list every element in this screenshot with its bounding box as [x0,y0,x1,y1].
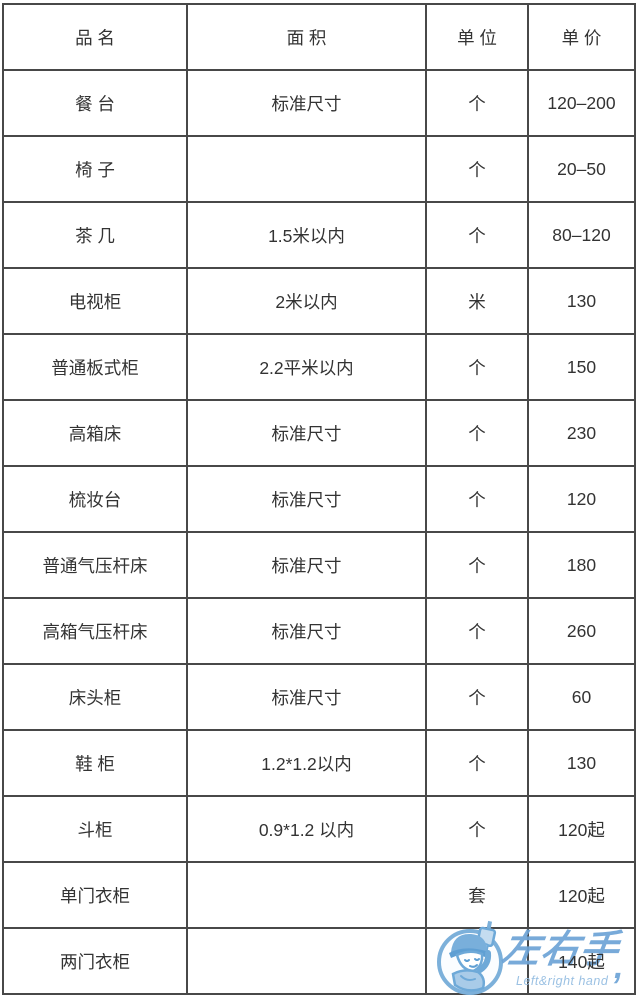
area-cell: 标准尺寸 [186,465,427,533]
price-cell: 120起 [527,795,636,863]
table-row: 两门衣柜 套 140起 [2,927,636,995]
unit-cell: 个 [425,465,529,533]
unit-cell: 米 [425,267,529,335]
price-cell: 120 [527,465,636,533]
price-cell: 130 [527,267,636,335]
table-row: 餐 台 标准尺寸 个 120–200 [2,69,636,137]
table-row: 鞋 柜 1.2*1.2以内 个 130 [2,729,636,797]
unit-cell: 个 [425,597,529,665]
header-unit-price: 单 价 [527,3,636,71]
unit-cell: 个 [425,399,529,467]
table-row: 普通板式柜 2.2平米以内 个 150 [2,333,636,401]
price-cell: 150 [527,333,636,401]
product-cell: 茶 几 [2,201,188,269]
price-cell: 230 [527,399,636,467]
table-row: 高箱气压杆床 标准尺寸 个 260 [2,597,636,665]
table-row: 普通气压杆床 标准尺寸 个 180 [2,531,636,599]
unit-cell: 个 [425,135,529,203]
unit-cell: 个 [425,795,529,863]
product-cell: 床头柜 [2,663,188,731]
product-cell: 单门衣柜 [2,861,188,929]
price-cell: 180 [527,531,636,599]
unit-cell: 套 [425,861,529,929]
table-row: 单门衣柜 套 120起 [2,861,636,929]
area-cell: 1.2*1.2以内 [186,729,427,797]
price-cell: 60 [527,663,636,731]
product-cell: 电视柜 [2,267,188,335]
furniture-price-table: 品 名 面 积 单 位 单 价 餐 台 标准尺寸 个 120–200 椅 子 个… [2,3,636,995]
table-row: 椅 子 个 20–50 [2,135,636,203]
price-cell: 80–120 [527,201,636,269]
product-cell: 梳妆台 [2,465,188,533]
table-row: 床头柜 标准尺寸 个 60 [2,663,636,731]
unit-cell: 个 [425,663,529,731]
product-cell: 普通气压杆床 [2,531,188,599]
area-cell [186,927,427,995]
price-cell: 260 [527,597,636,665]
price-cell: 120起 [527,861,636,929]
product-cell: 餐 台 [2,69,188,137]
header-unit: 单 位 [425,3,529,71]
unit-cell: 个 [425,531,529,599]
unit-cell: 个 [425,729,529,797]
area-cell: 标准尺寸 [186,399,427,467]
header-row: 品 名 面 积 单 位 单 价 [2,3,636,71]
product-cell: 椅 子 [2,135,188,203]
area-cell [186,135,427,203]
product-cell: 斗柜 [2,795,188,863]
price-value: 140起 [558,951,605,972]
table-row: 茶 几 1.5米以内 个 80–120 [2,201,636,269]
price-cell: 120–200 [527,69,636,137]
table-row: 斗柜 0.9*1.2 以内 个 120起 [2,795,636,863]
unit-cell: 个 [425,69,529,137]
price-cell: 130 [527,729,636,797]
table-row: 高箱床 标准尺寸 个 230 [2,399,636,467]
header-area: 面 积 [186,3,427,71]
product-cell: 普通板式柜 [2,333,188,401]
area-cell: 标准尺寸 [186,597,427,665]
area-cell [186,861,427,929]
table-row: 电视柜 2米以内 米 130 [2,267,636,335]
price-cell: 140起 [527,927,636,995]
unit-cell: 个 [425,201,529,269]
area-cell: 1.5米以内 [186,201,427,269]
unit-cell: 套 [425,927,529,995]
unit-cell: 个 [425,333,529,401]
area-cell: 标准尺寸 [186,69,427,137]
area-cell: 标准尺寸 [186,531,427,599]
table-row: 梳妆台 标准尺寸 个 120 [2,465,636,533]
product-cell: 高箱气压杆床 [2,597,188,665]
area-cell: 0.9*1.2 以内 [186,795,427,863]
product-cell: 高箱床 [2,399,188,467]
header-product-name: 品 名 [2,3,188,71]
area-cell: 标准尺寸 [186,663,427,731]
area-cell: 2.2平米以内 [186,333,427,401]
product-cell: 鞋 柜 [2,729,188,797]
area-cell: 2米以内 [186,267,427,335]
product-cell: 两门衣柜 [2,927,188,995]
price-cell: 20–50 [527,135,636,203]
